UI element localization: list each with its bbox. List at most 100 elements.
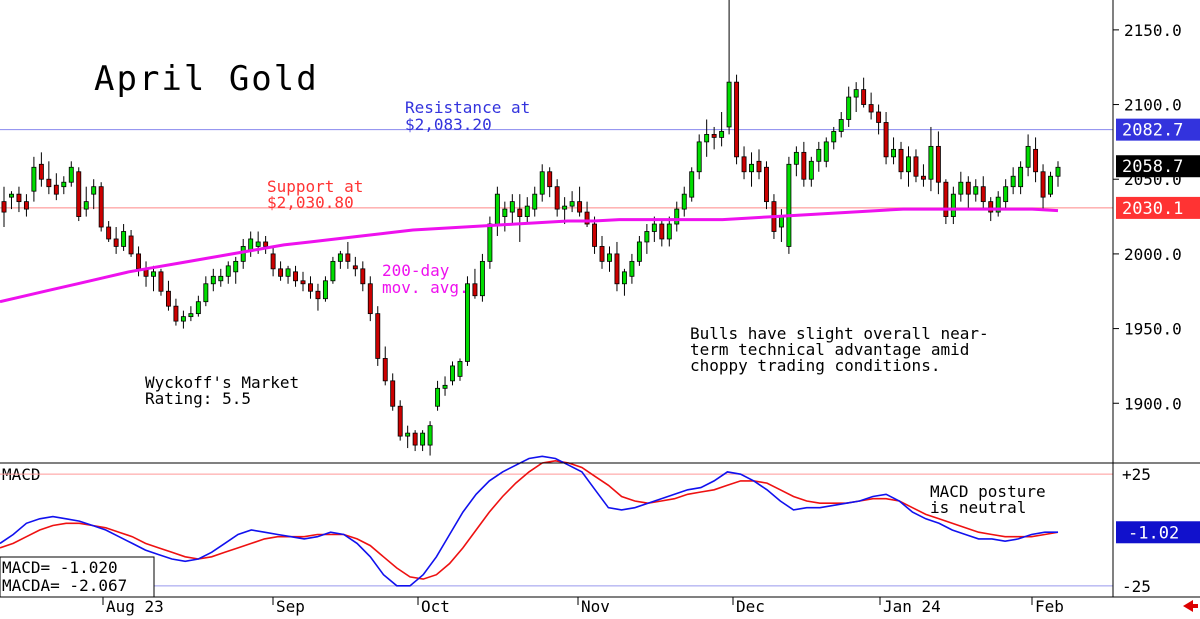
candle <box>472 268 478 299</box>
candle <box>756 149 762 180</box>
candle-body <box>629 260 635 277</box>
price-tick-label: 2100.0 <box>1124 96 1182 115</box>
candle <box>195 295 201 317</box>
candle-body <box>853 89 859 98</box>
labels: April Gold Resistance at$2,083.20 Support … <box>94 59 989 408</box>
candle <box>450 361 455 386</box>
candle <box>427 421 433 456</box>
chart-title: April Gold <box>94 59 319 99</box>
candle-body <box>405 432 411 437</box>
candle-body <box>846 96 852 120</box>
candle <box>38 152 44 187</box>
candle-body <box>786 163 792 247</box>
candle <box>23 194 29 217</box>
candle <box>592 216 597 254</box>
candle <box>442 376 448 396</box>
candle <box>53 173 59 201</box>
candle <box>808 156 814 187</box>
candle <box>225 261 231 284</box>
candle <box>666 216 672 247</box>
candle-body <box>636 241 642 262</box>
candle-body <box>1048 175 1053 195</box>
candle <box>681 186 687 217</box>
candle <box>950 186 956 225</box>
candle <box>322 276 328 302</box>
candle-body <box>293 271 298 282</box>
candle <box>165 280 171 311</box>
candle <box>330 256 336 284</box>
candle-body <box>614 253 620 285</box>
candle-body <box>1040 171 1046 198</box>
candle-body <box>764 166 769 203</box>
resistance-tag: 2082.7 <box>1122 121 1183 141</box>
candle <box>876 104 882 135</box>
candle <box>263 235 269 254</box>
candle-body <box>98 186 104 228</box>
back-arrow-icon-tail <box>1192 604 1198 608</box>
x-axis-label: Feb <box>1035 597 1064 616</box>
candle <box>382 346 388 386</box>
candle <box>801 141 807 187</box>
candle-body <box>479 260 485 297</box>
candle <box>210 268 216 292</box>
candle-body <box>53 184 59 195</box>
x-axis-label: Dec <box>736 597 765 616</box>
macd-tag-bg <box>1116 521 1200 544</box>
candle <box>577 186 583 217</box>
candle-body <box>883 122 889 158</box>
candle-body <box>91 186 97 195</box>
candle <box>367 276 373 322</box>
candle-body <box>188 313 194 318</box>
candle <box>935 131 941 195</box>
candle <box>749 152 754 187</box>
candle-body <box>330 260 336 282</box>
candle <box>659 221 665 247</box>
candle-body <box>509 201 515 213</box>
candle-body <box>547 171 553 188</box>
candle-body <box>704 134 710 143</box>
candle-body <box>891 148 897 158</box>
candle-body <box>906 156 911 173</box>
candle-body <box>76 171 82 217</box>
candle <box>719 112 725 147</box>
candle <box>786 156 792 254</box>
candle-body <box>973 186 979 195</box>
candle <box>614 241 620 292</box>
candle-body <box>584 211 590 225</box>
candle <box>233 256 239 284</box>
macd-note-1: MACD posture <box>930 482 1046 501</box>
candle <box>517 194 523 242</box>
candle-body <box>61 181 67 188</box>
candle <box>1003 179 1009 210</box>
candle-body <box>1025 145 1031 168</box>
candle <box>995 191 1001 217</box>
candle-body <box>46 178 52 188</box>
candle <box>270 246 276 277</box>
candle-body <box>950 193 956 217</box>
price-tick-label: 1950.0 <box>1124 320 1182 339</box>
candle <box>420 430 426 452</box>
candle-body <box>173 305 179 322</box>
candle <box>293 265 298 287</box>
support-label-1: Support at <box>267 177 363 196</box>
candle-body <box>756 160 762 173</box>
candle <box>920 164 926 187</box>
candle <box>128 230 134 257</box>
price-tick-label: 2000.0 <box>1124 245 1182 264</box>
candle <box>188 306 194 322</box>
candle <box>980 176 986 210</box>
candle-body <box>965 181 971 195</box>
candle-body <box>793 151 799 165</box>
candle-body <box>995 196 1001 213</box>
candle <box>61 176 67 195</box>
candle-body <box>524 205 530 217</box>
support-label-2: $2,030.80 <box>267 193 354 212</box>
ma-label-1: 200-day <box>382 261 450 280</box>
bulls-annotation: Bulls have slight overall near- <box>690 324 989 343</box>
candle <box>76 167 82 222</box>
candle-body <box>659 223 665 240</box>
candle-body <box>517 208 523 217</box>
support-tag: 2030.1 <box>1122 199 1183 219</box>
candle-body <box>158 271 164 292</box>
